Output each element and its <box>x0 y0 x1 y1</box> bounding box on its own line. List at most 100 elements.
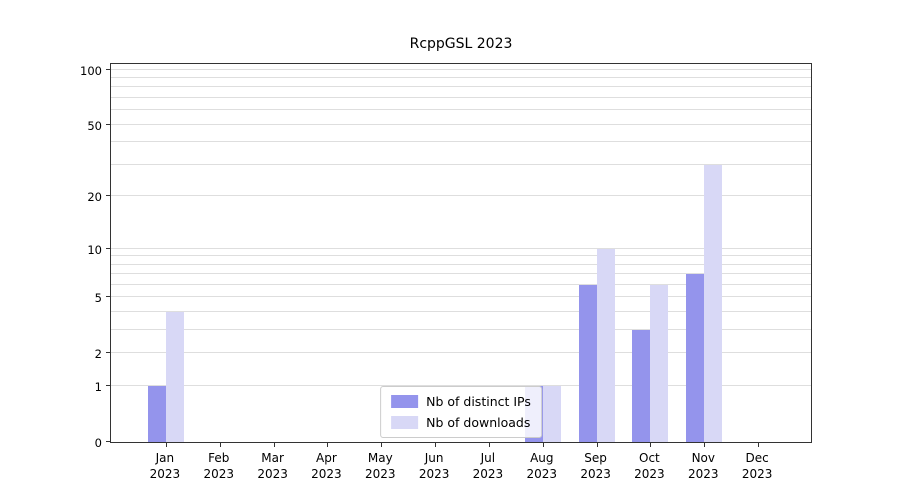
x-tick-mark <box>596 443 598 447</box>
x-tick-label: Jul 2023 <box>456 451 520 482</box>
plot-area: Nb of distinct IPs Nb of downloads <box>106 63 812 447</box>
x-tick-label: May 2023 <box>348 451 412 482</box>
legend-swatch-distinct-ips <box>391 395 419 408</box>
x-tick-label-year: 2023 <box>203 466 235 481</box>
gridline <box>111 273 811 275</box>
x-tick-label: Aug 2023 <box>510 451 574 482</box>
y-tick-mark <box>106 441 110 442</box>
bar-distinct-ips-jan <box>147 386 166 442</box>
y-tick-mark <box>106 385 110 387</box>
x-tick-label-year: 2023 <box>418 466 450 481</box>
y-tick-label: 5 <box>94 291 102 306</box>
y-tick-mark <box>106 195 110 197</box>
gridline <box>111 311 811 313</box>
y-tick-label: 1 <box>94 380 102 395</box>
x-tick-label-month: Jun <box>424 451 444 465</box>
gridline <box>111 296 811 298</box>
x-tick-label-month: Apr <box>316 451 337 465</box>
x-tick-mark <box>650 443 652 447</box>
y-tick-mark <box>106 247 110 249</box>
x-tick-mark <box>435 443 437 447</box>
x-tick-label: Nov 2023 <box>671 451 735 482</box>
y-tick-label: 100 <box>80 63 102 78</box>
bar-downloads-sep <box>596 248 615 442</box>
x-tick-label: Jan 2023 <box>133 451 197 482</box>
x-tick-label-month: Jan <box>155 451 175 465</box>
y-tick-mark <box>106 123 110 125</box>
gridline <box>111 352 811 354</box>
x-tick-label: Feb 2023 <box>187 451 251 482</box>
y-tick-mark <box>106 68 110 70</box>
x-tick-mark <box>488 443 490 447</box>
x-tick-label-month: Feb <box>208 451 230 465</box>
y-tick-label: 0 <box>94 436 102 450</box>
y-tick-label: 20 <box>87 190 102 205</box>
x-tick-label-month: Nov <box>691 451 715 465</box>
x-tick-label-month: Mar <box>261 451 284 465</box>
x-tick-label-month: Oct <box>639 451 660 465</box>
bar-downloads-nov <box>704 164 723 442</box>
x-tick-mark <box>273 443 275 447</box>
x-tick-mark <box>542 443 544 447</box>
x-tick-label: Mar 2023 <box>241 451 305 482</box>
gridline <box>111 141 811 143</box>
x-tick-label-year: 2023 <box>688 466 719 481</box>
gridline <box>111 163 811 165</box>
x-tick-label-year: 2023 <box>257 466 288 481</box>
y-tick-mark <box>106 296 110 298</box>
bar-distinct-ips-sep <box>578 285 597 442</box>
bar-distinct-ips-oct <box>632 330 651 442</box>
x-tick-label: Dec 2023 <box>725 451 789 482</box>
x-tick-label: Oct 2023 <box>617 451 681 482</box>
x-tick-label-year: 2023 <box>365 466 396 481</box>
x-tick-label-month: Sep <box>584 451 607 465</box>
legend-label-downloads: Nb of downloads <box>426 415 531 430</box>
gridline <box>111 284 811 285</box>
bar-downloads-oct <box>650 285 669 442</box>
legend-item-distinct-ips: Nb of distinct IPs <box>391 394 531 409</box>
x-tick-label-year: 2023 <box>149 466 181 481</box>
gridline <box>111 195 811 197</box>
gridline <box>111 329 811 331</box>
gridline <box>111 247 811 249</box>
gridline <box>111 263 811 265</box>
x-tick-mark <box>758 443 760 447</box>
legend-label-distinct-ips: Nb of distinct IPs <box>426 394 531 409</box>
x-tick-label-year: 2023 <box>634 466 665 481</box>
x-tick-label: Jun 2023 <box>402 451 466 482</box>
x-tick-mark <box>327 443 329 447</box>
bar-downloads-aug <box>542 386 561 442</box>
x-tick-label-year: 2023 <box>741 466 773 481</box>
legend-swatch-downloads <box>391 416 419 429</box>
bar-downloads-jan <box>165 312 184 442</box>
x-tick-label-year: 2023 <box>311 466 342 481</box>
x-tick-label-month: Jul <box>480 451 496 465</box>
gridline <box>111 109 811 111</box>
gridline <box>111 77 811 78</box>
gridline <box>111 385 811 387</box>
y-tick-label: 2 <box>94 347 102 362</box>
y-tick-label: 50 <box>87 118 102 133</box>
legend-item-downloads: Nb of downloads <box>391 415 531 430</box>
bar-distinct-ips-nov <box>686 274 705 442</box>
chart-title: RcppGSL 2023 <box>409 36 513 52</box>
x-tick-label-year: 2023 <box>472 466 504 481</box>
x-tick-label-year: 2023 <box>580 466 611 481</box>
x-tick-label-month: May <box>367 451 393 465</box>
x-tick-label-month: Aug <box>530 451 554 465</box>
x-tick-label-year: 2023 <box>526 466 558 481</box>
x-tick-label-month: Dec <box>745 451 769 465</box>
x-tick-label: Sep 2023 <box>564 451 628 482</box>
x-tick-label: Apr 2023 <box>294 451 358 482</box>
gridline <box>111 68 811 70</box>
x-tick-mark <box>381 443 383 447</box>
y-tick-mark <box>106 352 110 354</box>
gridline <box>111 255 811 257</box>
gridline <box>111 97 811 99</box>
x-tick-mark <box>704 443 706 447</box>
legend: Nb of distinct IPs Nb of downloads <box>380 386 542 438</box>
x-tick-mark <box>165 443 167 447</box>
gridline <box>111 123 811 125</box>
y-tick-label: 10 <box>87 242 102 257</box>
